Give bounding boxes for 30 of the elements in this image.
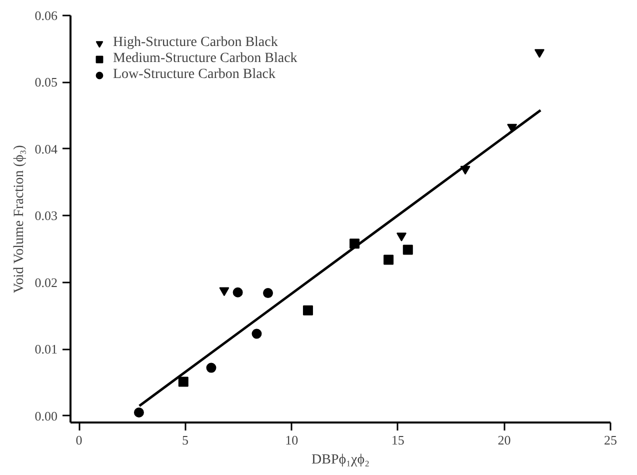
x-tick-label: 25: [604, 432, 617, 448]
legend-label: High-Structure Carbon Black: [113, 35, 278, 51]
y-tick-label: 0.02: [34, 274, 58, 290]
x-tick-label: 5: [182, 432, 189, 448]
point: [302, 305, 313, 316]
point: [252, 328, 262, 339]
point: [134, 408, 144, 418]
x-axis-title: DBPϕ₁χϕ₂: [312, 452, 370, 468]
x-tick-label: 10: [285, 432, 298, 448]
y-tick-label: 0.04: [34, 141, 58, 156]
point: [402, 244, 413, 255]
y-tick-label: 0.06: [34, 8, 58, 23]
x-tick-label: 20: [498, 432, 511, 448]
y-tick-label: 0.00: [34, 408, 58, 424]
point: [206, 362, 216, 373]
legend-label: Low-Structure Carbon Black: [113, 67, 276, 83]
y-tick-label: 0.05: [34, 74, 58, 90]
point: [178, 376, 188, 387]
y-axis-title: Void Volume Fraction (ϕ₃): [12, 144, 27, 294]
y-tick-label: 0.03: [34, 208, 58, 224]
point: [384, 254, 394, 265]
point: [396, 232, 407, 242]
legend-label: Medium-Structure Carbon Black: [113, 51, 298, 67]
point: [219, 287, 230, 296]
point: [263, 288, 274, 298]
point: [534, 49, 544, 58]
point: [232, 287, 243, 298]
x-tick-label: 15: [391, 432, 404, 448]
y-tick-label: 0.01: [34, 342, 58, 357]
x-tick-label: 0: [76, 432, 82, 448]
